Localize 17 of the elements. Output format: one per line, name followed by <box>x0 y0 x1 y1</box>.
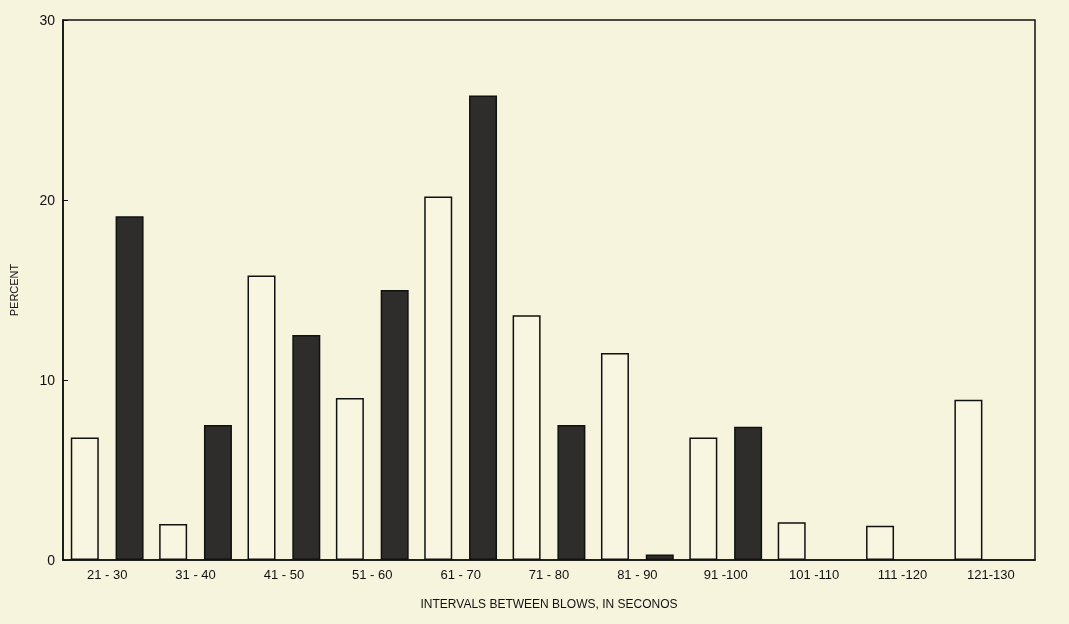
x-tick-label: 101 -110 <box>788 567 840 582</box>
x-tick-label: 41 - 50 <box>263 567 305 582</box>
x-axis-title: INTERVALS BETWEEN BLOWS, IN SECONOS <box>420 597 678 611</box>
y-axis-title: PERCENT <box>7 263 20 317</box>
x-tick-label: 61 - 70 <box>440 567 481 582</box>
y-tick-label: 20 <box>39 192 56 208</box>
y-tick-label: 0 <box>47 552 56 568</box>
x-tick-label: 71 - 80 <box>528 567 570 582</box>
x-tick-label: 81 - 90 <box>617 567 658 582</box>
x-tick-label: 51 - 60 <box>352 567 393 582</box>
x-tick-label: 111 -120 <box>877 567 928 582</box>
x-tick-label: 121-130 <box>966 567 1015 582</box>
x-tick-label: 21 - 30 <box>86 567 128 582</box>
y-tick-label: 10 <box>39 372 56 388</box>
x-tick-label: 91 -100 <box>703 567 748 582</box>
x-tick-label: 31 - 40 <box>175 567 216 582</box>
y-tick-label: 30 <box>39 12 56 28</box>
